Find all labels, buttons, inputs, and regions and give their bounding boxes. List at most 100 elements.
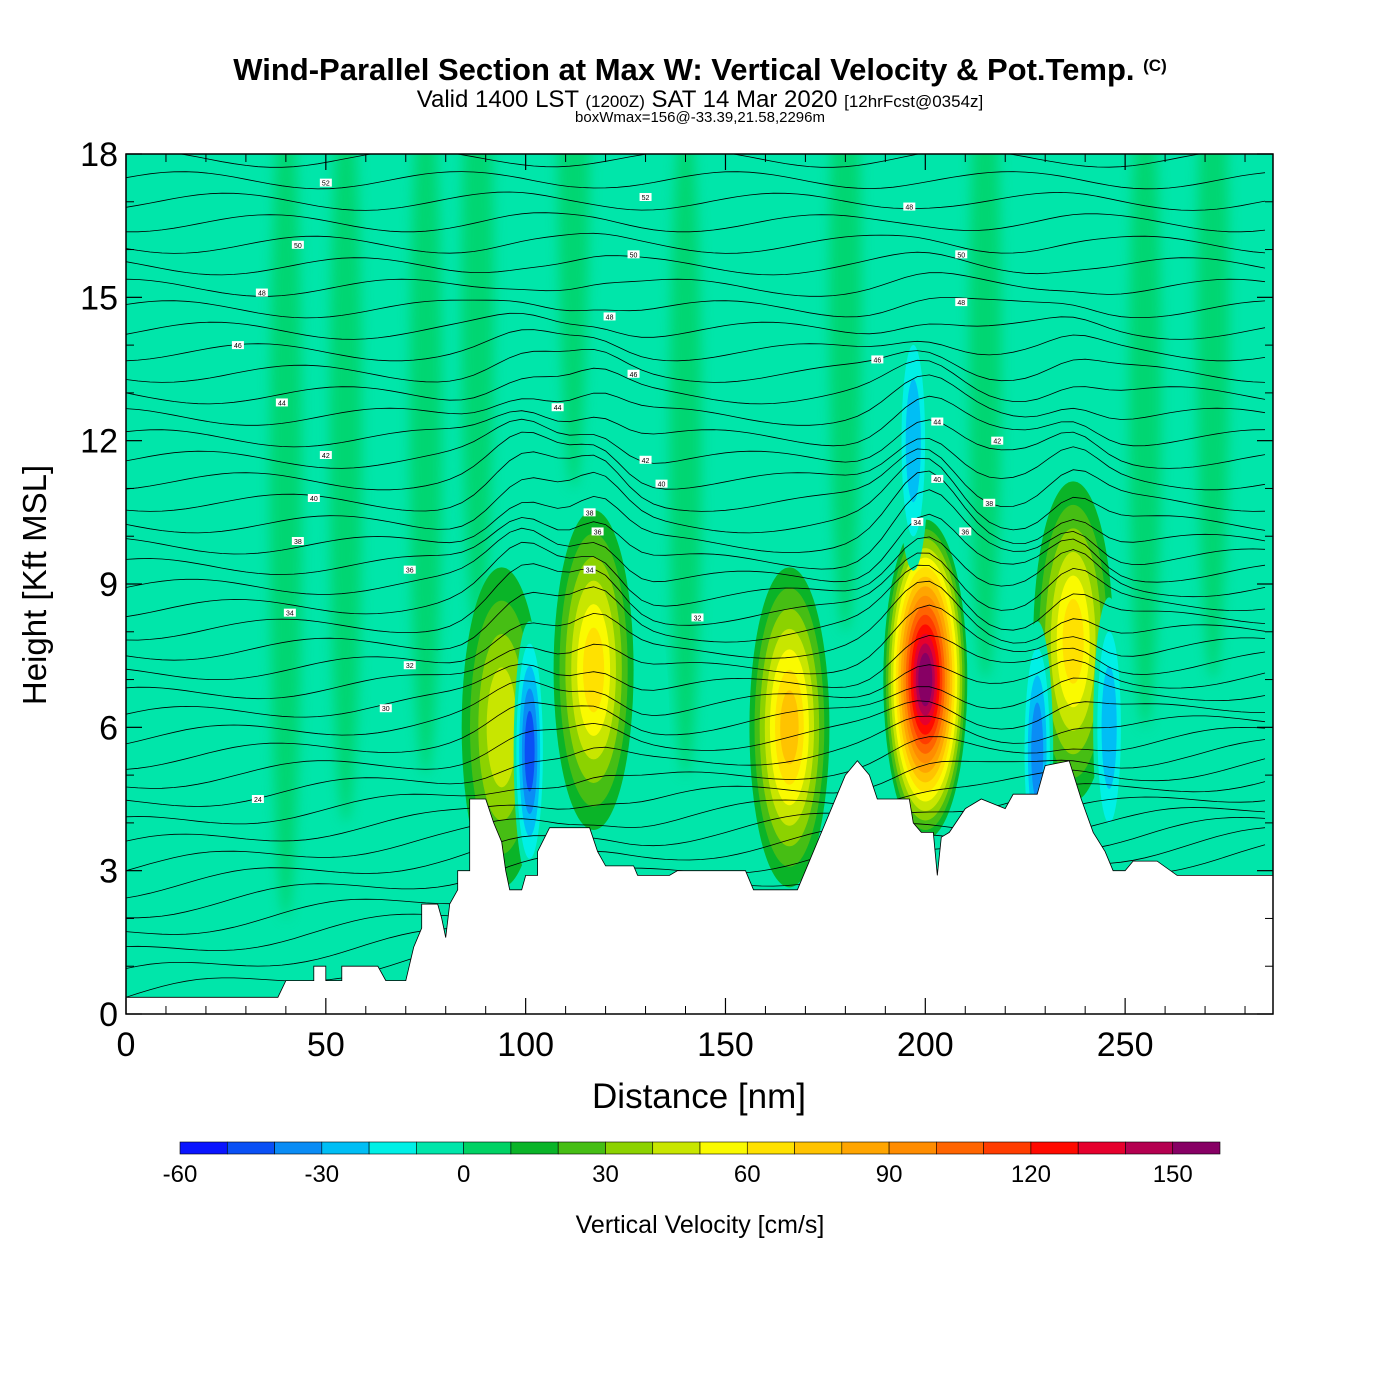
colorbar-tick-label: 120 bbox=[1011, 1161, 1051, 1188]
y-tick-label: 9 bbox=[99, 566, 118, 604]
isentrope-label: 30 bbox=[379, 704, 392, 713]
colorbar: -60 -30 0 30 60 90 120 150 bbox=[163, 1141, 1221, 1188]
svg-text:48: 48 bbox=[606, 314, 614, 321]
isentrope-label: 44 bbox=[275, 398, 288, 407]
isentrope-label: 50 bbox=[627, 250, 640, 259]
y-tick-label: 15 bbox=[80, 279, 118, 317]
isentrope-label: 48 bbox=[603, 312, 616, 321]
colorbar-bin bbox=[983, 1141, 1032, 1155]
isentrope-label: 40 bbox=[931, 474, 944, 484]
weak-updraft bbox=[329, 154, 362, 823]
isentrope-label: 34 bbox=[283, 608, 296, 618]
colorbar-bin bbox=[652, 1141, 701, 1155]
x-tick-label: 100 bbox=[497, 1026, 554, 1064]
svg-text:36: 36 bbox=[594, 529, 602, 536]
isentrope-line bbox=[126, 232, 1266, 254]
svg-text:44: 44 bbox=[554, 405, 562, 412]
isentrope-line bbox=[126, 212, 1266, 233]
isentrope-label: 48 bbox=[955, 298, 968, 307]
weak-updraft bbox=[969, 154, 1002, 680]
isentrope-label: 36 bbox=[959, 527, 972, 536]
svg-text:40: 40 bbox=[658, 482, 666, 489]
isentrope-line bbox=[126, 329, 1266, 362]
svg-text:34: 34 bbox=[913, 520, 921, 527]
y-tick-label: 18 bbox=[80, 136, 118, 174]
cell-contour bbox=[524, 710, 535, 792]
terrain-profile bbox=[126, 760, 1273, 1014]
updraft-cell bbox=[883, 519, 968, 840]
weak-updraft bbox=[829, 154, 862, 632]
isentrope-label: 32 bbox=[691, 613, 704, 622]
svg-text:38: 38 bbox=[985, 501, 993, 508]
isentrope-line bbox=[126, 418, 1266, 469]
isentrope-label: 38 bbox=[983, 498, 996, 508]
updraft-cell bbox=[553, 510, 634, 830]
isentrope-line bbox=[126, 726, 1266, 825]
isentrope-label: 42 bbox=[319, 451, 332, 460]
svg-text:48: 48 bbox=[957, 300, 965, 307]
colorbar-bin bbox=[1125, 1141, 1174, 1155]
isentrope-label: 52 bbox=[639, 193, 652, 202]
isentrope-line bbox=[126, 431, 1266, 491]
x-tick-label: 250 bbox=[1097, 1026, 1154, 1064]
colorbar-tick-label: 90 bbox=[876, 1161, 903, 1188]
svg-text:50: 50 bbox=[294, 243, 302, 250]
isentrope-label: 38 bbox=[291, 537, 304, 546]
isentrope-line bbox=[126, 395, 1266, 448]
svg-text:30: 30 bbox=[382, 706, 390, 713]
colorbar-bin bbox=[1077, 1141, 1126, 1155]
svg-text:42: 42 bbox=[993, 439, 1001, 446]
svg-text:40: 40 bbox=[933, 477, 941, 484]
updraft-cell bbox=[749, 567, 830, 888]
isentrope-label: 50 bbox=[291, 240, 304, 250]
colorbar-bin bbox=[936, 1141, 984, 1155]
isentrope-label: 42 bbox=[991, 436, 1004, 446]
colorbar-bin bbox=[1030, 1141, 1079, 1155]
colorbar-tick-label: 60 bbox=[734, 1161, 761, 1188]
isentrope-label: 36 bbox=[591, 527, 604, 536]
weak-updraft bbox=[269, 154, 302, 919]
isentrope-line bbox=[126, 191, 1266, 211]
svg-text:52: 52 bbox=[322, 181, 330, 188]
svg-text:38: 38 bbox=[586, 510, 594, 517]
x-tick-label: 200 bbox=[897, 1026, 954, 1064]
colorbar-bin bbox=[1172, 1141, 1221, 1155]
weak-updraft bbox=[409, 154, 442, 776]
isentrope-line bbox=[126, 739, 1266, 842]
isentrope-label: 50 bbox=[955, 250, 968, 259]
chart-title: Wind-Parallel Section at Max W: Vertical… bbox=[233, 52, 1167, 87]
svg-text:48: 48 bbox=[258, 291, 266, 298]
isentrope-line bbox=[126, 470, 1266, 555]
downdraft-cell bbox=[897, 310, 930, 571]
isentrope-label: 46 bbox=[231, 341, 244, 350]
isentrope-label: 34 bbox=[583, 565, 596, 575]
isentrope-label: 42 bbox=[639, 455, 652, 465]
isentrope-label: 46 bbox=[871, 355, 884, 364]
cell-contour bbox=[780, 690, 799, 765]
cell-contour bbox=[1062, 598, 1084, 684]
svg-text:42: 42 bbox=[322, 453, 330, 460]
colorbar-bin bbox=[274, 1141, 323, 1155]
colorbar-tick-label: -60 bbox=[163, 1161, 198, 1188]
cell-contour bbox=[637, 606, 670, 867]
colorbar-bin bbox=[179, 1141, 228, 1155]
isentrope-line bbox=[126, 297, 1266, 319]
isentrope-labels: 24 30 32 34 36 38 40 42 44 46 48 50 52 32 34 36 38 40 42 44… bbox=[231, 178, 1004, 804]
isentrope-label: 24 bbox=[251, 795, 264, 804]
isentrope-label: 46 bbox=[627, 369, 640, 379]
colorbar-tick-label: 0 bbox=[457, 1161, 470, 1188]
x-tick-label: 50 bbox=[307, 1026, 345, 1064]
isentrope-line bbox=[126, 580, 1266, 680]
svg-text:48: 48 bbox=[905, 205, 913, 212]
isentrope-line bbox=[178, 154, 1203, 168]
isentrope-label: 40 bbox=[655, 479, 668, 489]
isentrope-line bbox=[126, 552, 1266, 641]
weak-updraft bbox=[557, 154, 590, 489]
colorbar-bin bbox=[888, 1141, 937, 1155]
colorbar-bin bbox=[557, 1141, 606, 1155]
box-wmax: boxWmax=156@-33.39,21.58,2296m bbox=[575, 109, 825, 126]
isentrope-line bbox=[126, 272, 1266, 297]
weak-updraft bbox=[1129, 154, 1162, 728]
colorbar-bin bbox=[746, 1141, 795, 1155]
y-tick-label: 12 bbox=[80, 423, 118, 461]
